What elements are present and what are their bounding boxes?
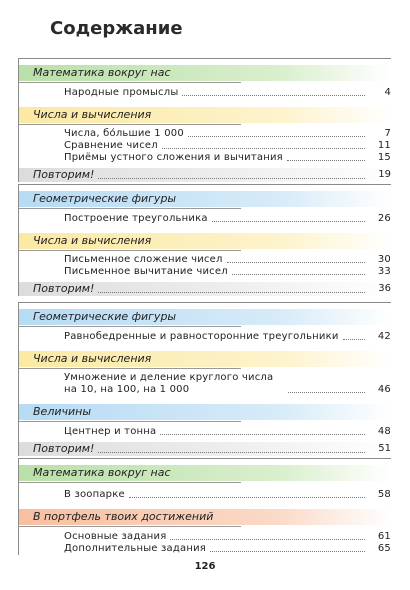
entry-title: Построение треугольника: [64, 213, 208, 225]
entry-page: 4: [384, 87, 391, 98]
page-number: 126: [194, 561, 216, 572]
entry-title: Сравнение чисел: [64, 140, 158, 152]
toc-entry[interactable]: Числа, бо́льшие 1 000 7: [64, 128, 391, 140]
section-heading: Математика вокруг нас: [19, 465, 391, 483]
entry-title: Письменное сложение чисел: [64, 254, 223, 266]
toc-entry[interactable]: Сравнение чисел 11: [64, 140, 391, 152]
entry-title: Центнер и тонна: [64, 426, 157, 438]
toc-entry[interactable]: Народные промыслы 4: [64, 87, 391, 99]
review-label: Повторим!: [33, 168, 95, 181]
leader-dots: [128, 496, 365, 498]
toc-entry[interactable]: В зоопарке 58: [64, 489, 391, 501]
review-label: Повторим!: [33, 442, 95, 455]
review-entry[interactable]: Повторим! 51: [19, 442, 391, 456]
entry-title: Приёмы устного сложения и вычитания: [64, 152, 283, 164]
review-entry[interactable]: Повторим! 36: [19, 282, 391, 296]
toc-entry[interactable]: Центнер и тонна 48: [64, 426, 391, 438]
leader-dots: [187, 135, 365, 137]
entry-title: Народные промыслы: [64, 87, 179, 99]
toc-section: Числа и вычисления Числа, бо́льшие 1 000…: [19, 107, 391, 164]
entry-page: 42: [377, 331, 391, 342]
leader-dots: [286, 159, 365, 161]
leader-dots: [211, 220, 365, 222]
toc-section: Математика вокруг нас В зоопарке 58: [19, 465, 391, 501]
leader-dots: [161, 147, 365, 149]
toc-entry[interactable]: Приёмы устного сложения и вычитания 15: [64, 152, 391, 164]
toc-entry[interactable]: Построение треугольника 26: [64, 213, 391, 225]
entry-page: 65: [377, 543, 391, 554]
toc-section: Математика вокруг нас Народные промыслы …: [19, 65, 391, 99]
leader-dots: [160, 433, 365, 435]
section-heading: Числа и вычисления: [19, 107, 391, 125]
leader-dots: [231, 273, 365, 275]
entry-title: Дополнительные задания: [64, 543, 206, 555]
section-heading: Величины: [19, 404, 391, 422]
entry-page: 15: [377, 152, 391, 163]
toc-entry[interactable]: Умножение и деление круглого числа на 10…: [64, 372, 391, 396]
review-page: 51: [378, 443, 391, 454]
leader-dots: [209, 550, 365, 552]
entry-page: 58: [377, 489, 391, 500]
entry-page: 46: [377, 384, 391, 395]
toc-section: Числа и вычисления Умножение и деление к…: [19, 351, 391, 396]
section-heading: Геометрические фигуры: [19, 309, 391, 327]
review-label: Повторим!: [33, 282, 95, 295]
toc-entry[interactable]: Письменное сложение чисел 30: [64, 254, 391, 266]
review-page: 19: [378, 169, 391, 180]
toc-section: Геометрические фигуры Построение треугол…: [19, 191, 391, 225]
review-page: 36: [378, 283, 391, 294]
leader-dots: [98, 177, 365, 179]
leader-dots: [170, 538, 365, 540]
toc-entry[interactable]: Дополнительные задания 65: [64, 543, 391, 555]
entry-title: Равнобедренные и равносторонние треуголь…: [64, 331, 339, 343]
toc-block-2: Геометрические фигуры Построение треугол…: [18, 184, 391, 296]
entry-title: В зоопарке: [64, 489, 125, 501]
entry-title: Письменное вычитание чисел: [64, 266, 228, 278]
toc-section: Числа и вычисления Письменное сложение ч…: [19, 233, 391, 278]
toc-entry[interactable]: Равнобедренные и равносторонние треуголь…: [64, 331, 391, 343]
section-heading: В портфель твоих достижений: [19, 509, 391, 527]
entry-title: Основные задания: [64, 531, 167, 543]
entry-page: 26: [377, 213, 391, 224]
leader-dots: [98, 291, 365, 293]
leader-dots: [226, 261, 365, 263]
section-heading: Числа и вычисления: [19, 351, 391, 369]
leader-dots: [342, 338, 365, 340]
entry-page: 33: [377, 266, 391, 277]
toc-block-3: Геометрические фигуры Равнобедренные и р…: [18, 302, 391, 456]
leader-dots: [288, 391, 365, 393]
section-heading: Математика вокруг нас: [19, 65, 391, 83]
toc-block-4: Математика вокруг нас В зоопарке 58 В по…: [18, 458, 391, 555]
entry-page: 30: [377, 254, 391, 265]
leader-dots: [98, 451, 365, 453]
entry-page: 61: [377, 531, 391, 542]
entry-page: 7: [384, 128, 391, 139]
toc-section: В портфель твоих достижений Основные зад…: [19, 509, 391, 555]
toc-section: Величины Центнер и тонна 48: [19, 404, 391, 438]
leader-dots: [182, 94, 365, 96]
review-entry[interactable]: Повторим! 19: [19, 168, 391, 182]
entry-title: Числа, бо́льшие 1 000: [64, 128, 184, 140]
entry-page: 48: [377, 426, 391, 437]
toc-entry[interactable]: Письменное вычитание чисел 33: [64, 266, 391, 278]
section-heading: Геометрические фигуры: [19, 191, 391, 209]
section-heading: Числа и вычисления: [19, 233, 391, 251]
entry-page: 11: [377, 140, 391, 151]
toc-block-1: Математика вокруг нас Народные промыслы …: [18, 58, 391, 182]
page-title: Содержание: [50, 18, 183, 39]
toc-section: Геометрические фигуры Равнобедренные и р…: [19, 309, 391, 343]
toc-entry[interactable]: Основные задания 61: [64, 531, 391, 543]
entry-title: Умножение и деление круглого числа на 10…: [64, 372, 284, 396]
